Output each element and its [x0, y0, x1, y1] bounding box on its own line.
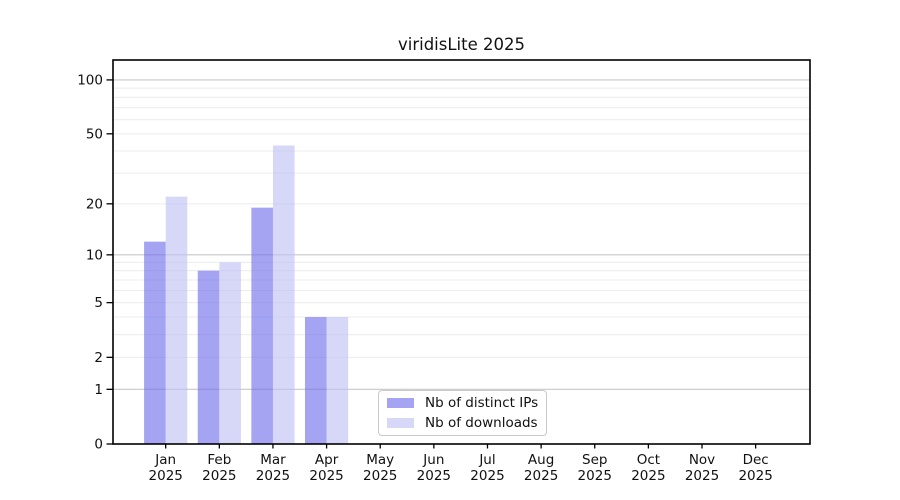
x-tick-label-year: 2025: [685, 468, 719, 484]
y-tick-label: 100: [77, 72, 103, 88]
bar-downloads: [219, 262, 241, 444]
x-tick-label-month: Jan: [154, 452, 176, 468]
y-tick-label: 2: [94, 350, 103, 366]
x-tick-label-year: 2025: [202, 468, 236, 484]
plot-frame: [112, 59, 811, 445]
y-tick-label: 20: [86, 196, 103, 212]
bar-downloads: [326, 317, 349, 444]
x-tick-label-year: 2025: [578, 468, 612, 484]
x-tick-label-year: 2025: [417, 468, 451, 484]
legend-swatch-distinct-ips: [387, 398, 414, 408]
x-tick-label-year: 2025: [256, 468, 290, 484]
x-tick-label-year: 2025: [738, 468, 772, 484]
y-tick-label: 1: [94, 382, 103, 398]
chart-title: viridisLite 2025: [397, 35, 525, 54]
bar-distinct-ips: [197, 270, 220, 444]
x-tick-label-year: 2025: [149, 468, 183, 484]
x-tick-label-month: Feb: [207, 452, 231, 468]
x-tick-label-year: 2025: [363, 468, 397, 484]
y-tick-label: 5: [94, 295, 103, 311]
legend-label-downloads: Nb of downloads: [425, 415, 538, 431]
bar-distinct-ips: [304, 317, 327, 444]
y-tick-label: 50: [86, 126, 103, 142]
legend-item-distinct-ips: Nb of distinct IPs: [387, 395, 546, 411]
bar-distinct-ips: [251, 207, 273, 444]
bar-downloads: [272, 145, 295, 444]
legend-swatch-downloads: [387, 418, 414, 428]
legend: Nb of distinct IPs Nb of downloads: [378, 390, 547, 436]
bar-distinct-ips: [144, 241, 166, 444]
x-tick-label-month: Nov: [689, 452, 715, 468]
x-tick-label-year: 2025: [470, 468, 504, 484]
x-tick-label-month: Jul: [478, 452, 495, 468]
x-tick-label-month: Aug: [528, 452, 554, 468]
legend-item-downloads: Nb of downloads: [387, 415, 546, 431]
x-tick-label-month: Mar: [260, 452, 286, 468]
x-tick-label-month: Oct: [637, 452, 660, 468]
x-tick-label-year: 2025: [524, 468, 558, 484]
x-tick-label-month: Dec: [743, 452, 769, 468]
x-tick-label-year: 2025: [631, 468, 665, 484]
y-tick-label: 10: [86, 247, 103, 263]
x-tick-label-month: Apr: [315, 452, 339, 468]
x-tick-label-year: 2025: [309, 468, 343, 484]
legend-label-distinct-ips: Nb of distinct IPs: [425, 395, 539, 411]
x-tick-label-month: Jun: [422, 452, 444, 468]
x-tick-label-month: May: [366, 452, 394, 468]
bar-downloads: [165, 196, 188, 444]
x-tick-label-month: Sep: [582, 452, 607, 468]
y-tick-label: 0: [94, 437, 103, 453]
